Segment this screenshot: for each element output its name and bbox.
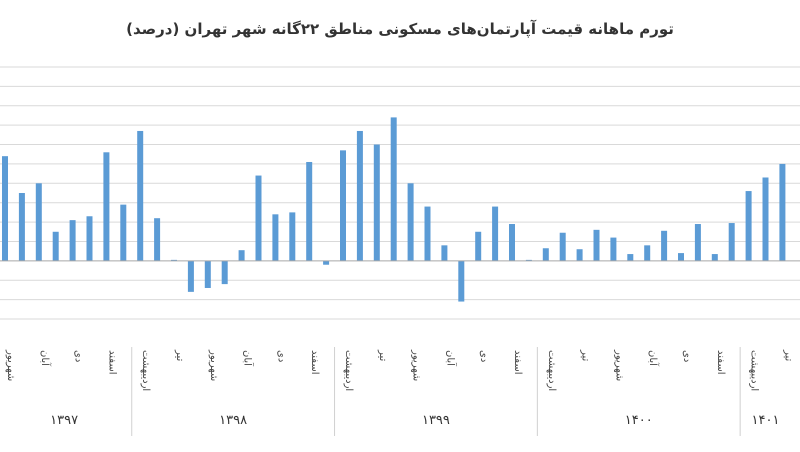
bar [542,248,549,261]
month-tick-label: اسفند [512,350,523,374]
year-label: ۱۳۹۹ [422,413,450,428]
year-label: ۱۳۹۸ [219,413,247,428]
month-tick-label: آبان [39,350,52,367]
month-tick-label: تیر [377,349,388,362]
bar [728,223,735,261]
bar [255,175,262,261]
month-tick-label: اسفند [715,350,726,374]
month-tick-label: تیر [782,349,793,362]
bar [323,260,330,265]
month-tick-label: اردیبهشت [140,350,151,391]
month-tick-label: آبان [647,350,660,367]
chart-title: تورم ماهانه قیمت آپارتمان‌های مسکونی منا… [126,20,674,38]
bar [424,206,431,261]
year-label: ۱۴۰۰ [625,413,653,428]
month-tick-label: دی [73,350,84,362]
bar [441,245,448,261]
bar [610,237,617,261]
bar [745,191,752,261]
bar [644,245,651,261]
bar [272,214,279,261]
month-tick-label: اردیبهشت [546,350,557,391]
bar [627,254,634,261]
month-tick-label: شهریور [613,349,624,381]
bar [340,150,346,261]
bar [509,224,515,261]
bar [204,260,211,288]
bar [137,130,144,261]
bar [154,218,161,261]
bar [576,249,583,261]
month-tick-label: دی [681,350,692,362]
bar [694,224,701,261]
month-tick-label: آبان [242,350,255,367]
bar [18,193,25,261]
bar [661,230,668,261]
month-tick-label: شهریور [411,349,422,381]
bar [475,231,482,261]
bar [120,204,127,261]
month-tick-label: تیر [174,349,185,362]
bar [103,152,110,261]
bar [69,220,76,261]
bar [373,144,380,261]
bar [289,212,296,261]
bar [492,206,499,261]
bar [711,254,718,261]
month-tick-label: اسفند [106,350,117,374]
bar [221,260,228,285]
month-tick-label: اردیبهشت [343,350,354,391]
month-tick-label: دی [275,350,286,362]
bar [407,183,414,261]
month-tick-label: اردیبهشت [749,350,760,391]
year-label: ۱۴۰۱ [752,413,780,428]
bar [559,232,566,261]
month-tick-label: دی [478,350,489,362]
year-label: ۱۳۹۷ [50,413,78,428]
bar [458,260,465,302]
month-tick-label: شهریور [5,349,16,381]
bar [238,250,245,261]
bar [762,177,769,261]
bar [306,161,313,261]
bar [2,156,8,261]
month-tick-label: تیر [580,349,591,362]
month-tick-label: اسفند [309,350,320,374]
bar [593,229,600,261]
bar [52,231,59,261]
month-tick-label: آبان [444,350,457,367]
month-tick-label: شهریور [208,349,219,381]
bar [187,260,194,292]
bar [678,253,684,261]
bar [35,183,42,261]
bar [779,163,786,261]
bar [356,130,363,261]
bar [390,117,397,261]
bar [86,216,93,261]
